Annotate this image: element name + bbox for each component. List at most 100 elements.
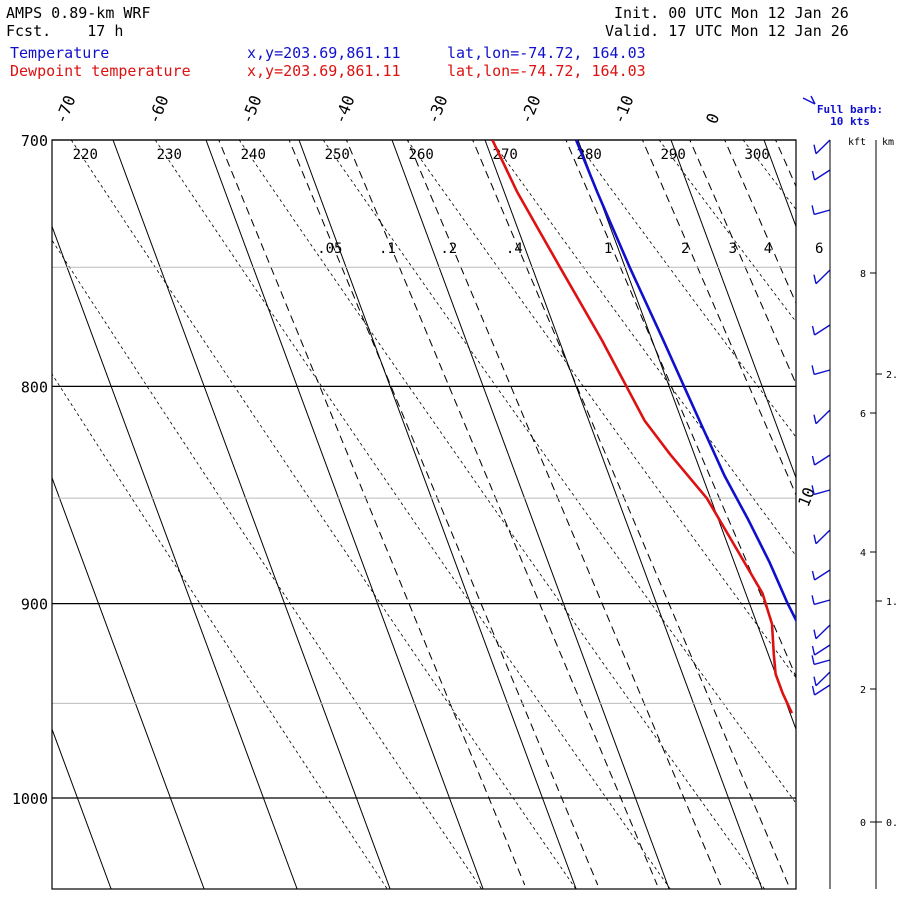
dewpoint-profile xyxy=(491,140,794,714)
wind-barb-feather xyxy=(813,676,817,686)
isotherm-line xyxy=(298,140,577,889)
kft-label: 2 xyxy=(860,685,866,696)
wind-barb-shaft xyxy=(814,644,831,656)
wind-barb-shaft xyxy=(815,269,831,285)
init-time: Init. 00 UTC Mon 12 Jan 26 xyxy=(614,4,849,22)
wind-barb-feather xyxy=(811,455,816,466)
mixing-ratio-line xyxy=(565,140,796,678)
valid-time: Valid. 17 UTC Mon 12 Jan 26 xyxy=(605,22,849,40)
height-axis: kft km 8 6 4 2 0 2. 1. 0. xyxy=(829,137,898,889)
kft-label: 8 xyxy=(860,269,866,280)
valid-label: Valid. xyxy=(605,22,660,40)
wind-barb-shaft xyxy=(813,369,831,376)
mixing-ratio-label: .1 xyxy=(379,241,396,257)
forecast-hour: Fcst. 17 h xyxy=(6,22,123,40)
mixing-ratio-line xyxy=(724,140,796,305)
wind-barb-feather xyxy=(813,274,817,284)
legend-temperature-latlon: lat,lon=-74.72, 164.03 xyxy=(447,44,646,62)
kft-header: kft xyxy=(848,137,866,148)
temperature-tick-group: -50 xyxy=(237,93,265,127)
wind-barb-feather xyxy=(811,685,816,696)
mixing-ratio-line xyxy=(472,140,789,886)
mixing-ratio-label: .4 xyxy=(506,241,523,257)
legend-temperature-xy: x,y=203.69,861.11 xyxy=(247,44,401,62)
wind-barb-feather xyxy=(813,534,817,544)
wind-barb-feather xyxy=(811,170,816,181)
mixing-ratio-line xyxy=(641,140,796,497)
wind-key-flag xyxy=(810,95,816,105)
dry-adiabat-line xyxy=(322,140,796,804)
wind-barb-feather xyxy=(811,205,815,215)
wind-barb-feather xyxy=(811,570,816,581)
isotherm-line xyxy=(0,140,18,889)
dry-adiabat-line xyxy=(658,140,796,323)
isotherm-line xyxy=(763,140,796,228)
init-label: Init. xyxy=(614,4,660,22)
temperature-tick-label: -20 xyxy=(516,93,544,127)
mixing-ratio-label: 4 xyxy=(764,241,772,257)
isotherm-line xyxy=(52,727,112,889)
wind-barb-shaft xyxy=(813,489,831,496)
forecast-value: 17 h xyxy=(87,22,124,40)
km-header: km xyxy=(882,137,894,148)
theta-label: 240 xyxy=(241,147,266,163)
isotherm-line xyxy=(670,140,796,480)
dry-adiabat-line xyxy=(490,140,796,557)
isotherm-line xyxy=(857,140,900,889)
wind-barb-shaft xyxy=(815,139,831,155)
isotherm-line xyxy=(391,140,670,889)
pressure-tick-label: 1000 xyxy=(12,790,48,808)
temperature-tick-label: -70 xyxy=(51,93,79,127)
wind-barb-feather xyxy=(811,645,816,656)
legend-dewpoint-name: Dewpoint temperature xyxy=(10,62,191,80)
dry-adiabat-line xyxy=(823,135,900,891)
kft-label: 0 xyxy=(860,818,866,829)
km-label: 0. xyxy=(886,818,898,829)
theta-label: 250 xyxy=(325,147,350,163)
wind-barb-shaft xyxy=(814,569,831,581)
wind-key-barb xyxy=(802,97,816,105)
km-label: 1. xyxy=(886,597,898,608)
temperature-tick-label: -30 xyxy=(423,93,451,127)
wind-barb-shaft xyxy=(814,169,831,181)
mixing-ratio-label: .05 xyxy=(317,241,342,257)
isotherm-line xyxy=(205,140,484,889)
temperature-tick-group: -70 xyxy=(51,93,79,127)
init-value: 00 UTC Mon 12 Jan 26 xyxy=(668,4,849,22)
wind-barb-feather xyxy=(811,365,815,375)
plot-border xyxy=(51,139,797,890)
kft-label: 6 xyxy=(860,409,866,420)
temperature-tick-label: -40 xyxy=(330,93,358,127)
theta-label: 300 xyxy=(744,147,769,163)
temperature-tick-label: -60 xyxy=(144,93,172,127)
wind-barb-shaft xyxy=(815,529,831,545)
isotherm-line xyxy=(484,140,763,889)
wind-key-line2: 10 kts xyxy=(830,115,870,128)
legend-temperature-name: Temperature xyxy=(10,44,110,62)
isotherm-10-label: 10 xyxy=(794,485,819,510)
wind-barb-shaft xyxy=(813,209,831,216)
wind-barb-feather xyxy=(811,485,815,495)
dry-adiabat-line xyxy=(154,140,671,889)
theta-label: 220 xyxy=(73,147,98,163)
wind-barbs: Full barb:10 kts xyxy=(802,95,883,696)
dry-adiabat-line xyxy=(238,140,766,889)
mixing-ratio-label: .2 xyxy=(440,241,457,257)
isobars xyxy=(52,139,796,799)
wind-barb-feather xyxy=(813,629,817,639)
mixing-ratio-label: 2 xyxy=(681,241,689,257)
theta-label: 290 xyxy=(661,147,686,163)
legend-dewpoint-xy: x,y=203.69,861.11 xyxy=(247,62,401,80)
background-lines xyxy=(0,135,900,891)
temperature-tick-group: -30 xyxy=(423,93,451,127)
km-label: 2. xyxy=(886,370,898,381)
wind-key-line1: Full barb: xyxy=(817,103,883,116)
plot-frame xyxy=(51,139,797,890)
theta-label: 230 xyxy=(157,147,182,163)
kft-label: 4 xyxy=(860,548,866,559)
pressure-tick-label: 800 xyxy=(21,378,48,396)
temperature-tick-group: -60 xyxy=(144,93,172,127)
wind-barb-feather xyxy=(813,414,817,424)
mixing-ratio-label: 6 xyxy=(815,241,823,257)
